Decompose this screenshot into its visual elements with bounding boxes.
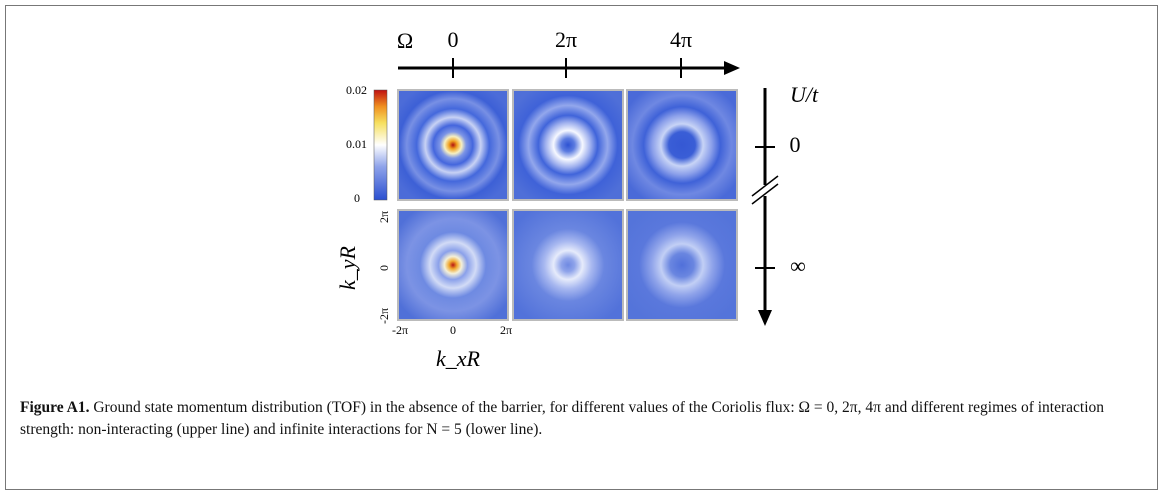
- caption-label: Figure A1.: [20, 399, 90, 416]
- right-tick-label: 0: [790, 132, 801, 157]
- right-tick-label: ∞: [790, 253, 806, 278]
- top-tick-label: 4π: [670, 27, 692, 52]
- y-tick-label: -2π: [377, 308, 391, 324]
- colorbar-tick-label: 0.02: [346, 83, 367, 97]
- panel: [512, 209, 624, 321]
- arrow-head: [758, 310, 772, 326]
- panel: [397, 89, 509, 201]
- caption-text: Ground state momentum distribution (TOF)…: [20, 399, 1105, 438]
- x-tick-label: 2π: [500, 323, 512, 337]
- y-tick-label: 0: [377, 265, 391, 271]
- arrow-head: [724, 61, 740, 75]
- panel: [626, 89, 738, 201]
- panel: [512, 89, 624, 201]
- colorbar-tick-label: 0.01: [346, 137, 367, 151]
- panel: [626, 209, 738, 321]
- top-tick-label: 2π: [555, 27, 577, 52]
- break-mark: [751, 183, 779, 205]
- top-tick-label: 0: [448, 27, 459, 52]
- figure-frame: [5, 5, 1158, 490]
- panel: [397, 209, 509, 321]
- break-mark: [751, 175, 779, 197]
- u-over-t-label: U/t: [790, 82, 819, 107]
- x-tick-label: 0: [450, 323, 456, 337]
- panels: [397, 89, 738, 321]
- colorbar-tick-label: 0: [354, 191, 360, 205]
- omega-label: Ω: [397, 28, 413, 53]
- y-axis-label: k_yR: [335, 245, 360, 290]
- caption: Figure A1. Ground state momentum distrib…: [20, 397, 1140, 441]
- colorbar: [373, 89, 388, 201]
- y-tick-label: 2π: [377, 211, 391, 223]
- x-axis-label: k_xR: [436, 346, 481, 371]
- x-tick-label: -2π: [392, 323, 408, 337]
